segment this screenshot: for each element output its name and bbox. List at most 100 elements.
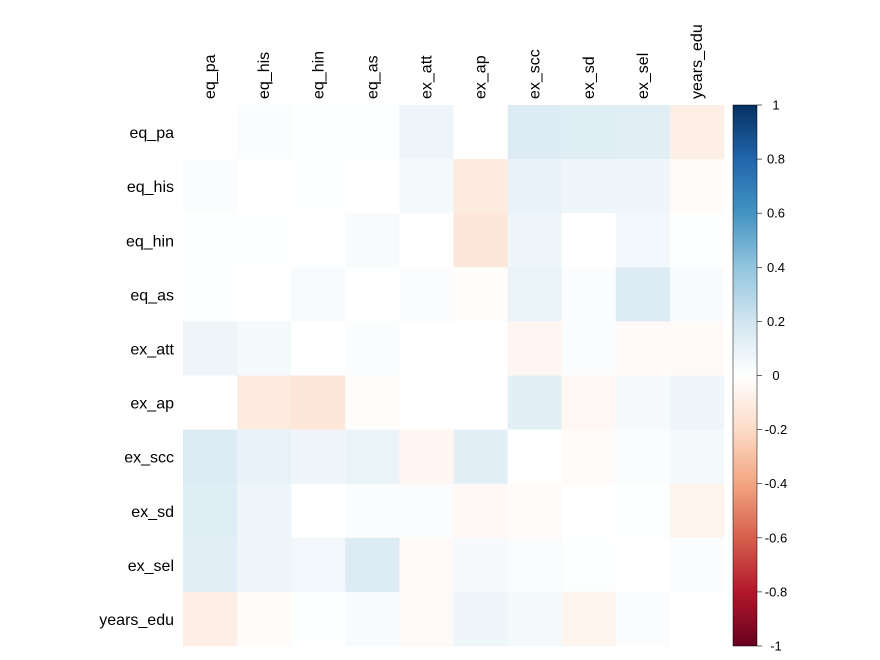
heatmap-cell-eq_hin-eq_as [345,213,400,268]
heatmap-cell-eq_as-ex_scc [507,267,562,322]
heatmap-cell-eq_pa-ex_ap [453,105,508,160]
row-label-ex_scc: ex_scc [124,450,174,467]
heatmap-cell-eq_as-eq_as [345,267,400,322]
heatmap-cell-eq_pa-eq_as [345,105,400,160]
heatmap-cell-ex_scc-ex_ap [453,429,508,484]
column-label-ex_att: ex_att [418,55,435,99]
colorbar-tick-label: -1 [770,639,782,654]
heatmap-cell-ex_sel-years_edu [669,537,725,593]
column-label-eq_his: eq_his [256,52,273,99]
heatmap-cell-ex_sel-ex_sd [561,537,617,593]
heatmap-cell-ex_scc-ex_scc [507,429,562,484]
heatmap-cell-ex_att-eq_his [237,321,292,376]
heatmap-cell-ex_att-ex_sd [561,321,617,376]
heatmap-cell-eq_as-eq_pa [183,267,238,322]
heatmap-cell-ex_ap-eq_as [345,375,400,430]
row-label-eq_hin: eq_hin [126,233,174,250]
heatmap-cell-eq_as-eq_hin [291,267,346,322]
heatmap-cell-ex_att-years_edu [669,321,725,376]
row-label-eq_as: eq_as [130,287,174,304]
colorbar-tick-label: 1 [772,98,779,113]
heatmap-cell-ex_scc-ex_sel [615,429,671,484]
heatmap-cell-eq_as-ex_sd [561,267,617,322]
column-label-eq_as: eq_as [364,55,381,99]
colorbar-tick-label: -0.8 [765,584,787,599]
heatmap-cell-eq_his-eq_hin [291,159,346,214]
heatmap-cell-eq_pa-ex_scc [507,105,562,160]
heatmap-cell-eq_hin-ex_sd [561,213,617,268]
heatmap-cell-ex_ap-eq_hin [291,375,346,430]
heatmap-cell-ex_sd-eq_hin [291,483,346,539]
heatmap-cell-ex_scc-years_edu [669,429,725,484]
heatmap-cell-eq_pa-eq_his [237,105,292,160]
heatmap-cell-eq_hin-eq_his [237,213,292,268]
colorbar-gradient [732,104,758,647]
colorbar-tick-label: -0.6 [765,530,787,545]
heatmap-cell-ex_sel-ex_att [399,537,454,593]
heatmap-cell-eq_as-ex_att [399,267,454,322]
heatmap-cell-years_edu-ex_sel [615,591,671,647]
heatmap-cell-ex_scc-eq_pa [183,429,238,484]
heatmap-cell-eq_his-eq_his [237,159,292,214]
heatmap-cell-ex_scc-ex_att [399,429,454,484]
heatmap-cell-eq_his-eq_pa [183,159,238,214]
heatmap-cell-ex_sd-eq_pa [183,483,238,539]
heatmap-cell-ex_ap-eq_his [237,375,292,430]
heatmap-cell-ex_sd-ex_scc [507,483,562,539]
heatmap-cell-eq_his-ex_ap [453,159,508,214]
heatmap-cell-ex_ap-eq_pa [183,375,238,430]
colorbar-tick-label: 0.4 [767,260,785,275]
heatmap-cell-years_edu-eq_hin [291,591,346,647]
heatmap-cell-ex_att-eq_hin [291,321,346,376]
heatmap-cell-ex_sd-eq_as [345,483,400,539]
heatmap-cell-eq_as-years_edu [669,267,725,322]
row-label-ex_ap: ex_ap [130,396,174,413]
heatmap-cell-years_edu-ex_att [399,591,454,647]
heatmap-cell-eq_his-ex_sel [615,159,671,214]
heatmap-cell-ex_att-ex_att [399,321,454,376]
heatmap-cell-ex_scc-ex_sd [561,429,617,484]
row-label-ex_sel: ex_sel [128,558,174,575]
heatmap-cell-ex_att-ex_scc [507,321,562,376]
heatmap-cell-ex_sel-eq_pa [183,537,238,593]
heatmap-cell-eq_his-eq_as [345,159,400,214]
heatmap-cell-eq_hin-ex_ap [453,213,508,268]
row-label-eq_pa: eq_pa [130,125,175,142]
column-labels: eq_pa eq_his eq_hin eq_as ex_att ex_ap ex_scc e… [202,24,706,99]
heatmap-cell-eq_as-eq_his [237,267,292,322]
heatmap-cell-ex_sel-eq_his [237,537,292,593]
heatmap-cell-eq_hin-ex_sel [615,213,671,268]
heatmap-cell-ex_sd-ex_ap [453,483,508,539]
column-label-eq_hin: eq_hin [310,51,327,99]
heatmap-cell-eq_his-ex_scc [507,159,562,214]
heatmap-cells [183,105,725,647]
heatmap-cell-eq_pa-ex_sd [561,105,617,160]
row-label-years_edu: years_edu [99,612,174,629]
heatmap-cell-ex_scc-eq_hin [291,429,346,484]
heatmap-cell-ex_att-eq_pa [183,321,238,376]
heatmap-cell-ex_sd-years_edu [669,483,725,539]
heatmap-cell-ex_scc-eq_as [345,429,400,484]
heatmap-cell-ex_att-ex_ap [453,321,508,376]
heatmap-cell-ex_sel-ex_scc [507,537,562,593]
colorbar-tick-label: 0.6 [767,206,785,221]
heatmap-cell-years_edu-years_edu [669,591,725,647]
heatmap-cell-ex_ap-ex_scc [507,375,562,430]
colorbar-tick-label: 0.8 [767,152,785,167]
heatmap-cell-ex_scc-eq_his [237,429,292,484]
heatmap-cell-eq_his-ex_sd [561,159,617,214]
heatmap-cell-eq_hin-eq_pa [183,213,238,268]
heatmap-cell-ex_att-eq_as [345,321,400,376]
heatmap-cell-years_edu-eq_his [237,591,292,647]
colorbar-tick-label: 0.2 [767,314,785,329]
colorbar-tick-label: 0 [772,368,779,383]
heatmap-cell-ex_ap-years_edu [669,375,725,430]
colorbar: 1 0.8 0.6 0.4 0.2 0 -0.2 -0.4 -0.6 -0.8 -1 [732,98,787,654]
row-label-ex_sd: ex_sd [131,504,174,521]
heatmap-cell-eq_pa-eq_hin [291,105,346,160]
column-label-eq_pa: eq_pa [202,54,219,99]
column-label-ex_sd: ex_sd [581,56,598,99]
heatmap-cell-ex_att-ex_sel [615,321,671,376]
heatmap-cell-ex_sel-ex_ap [453,537,508,593]
heatmap-cell-ex_sel-ex_sel [615,537,671,593]
